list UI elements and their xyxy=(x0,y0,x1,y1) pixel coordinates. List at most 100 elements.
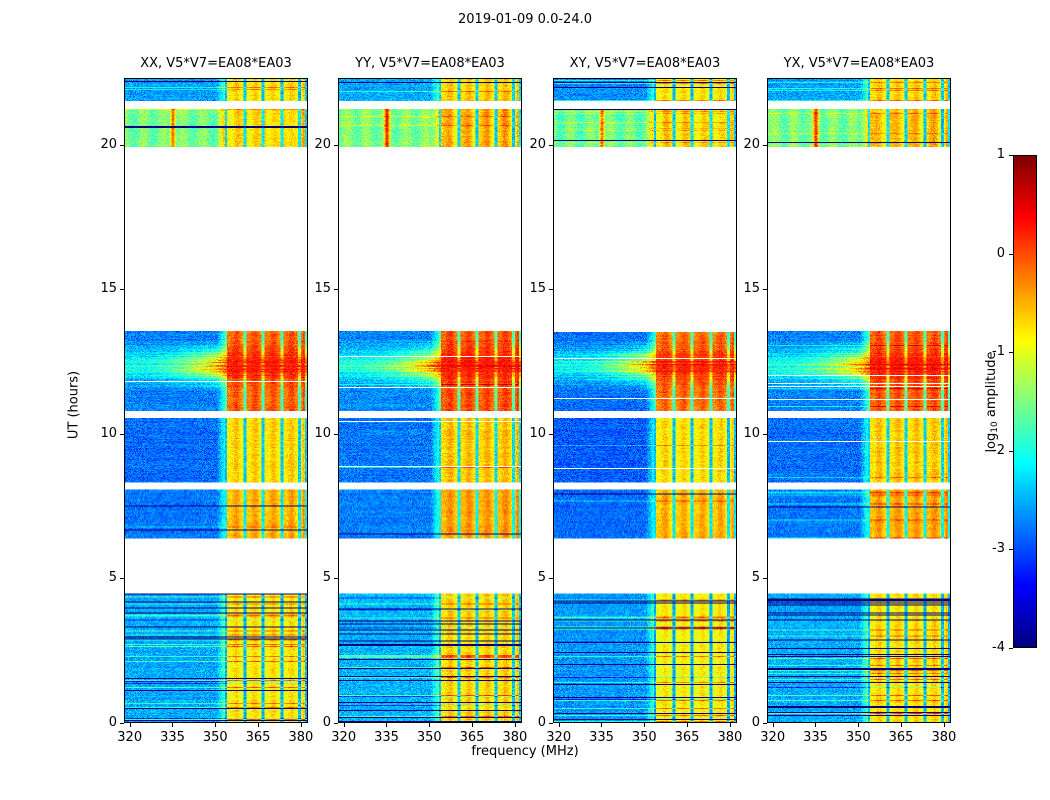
colorbar-label-prefix: log xyxy=(983,432,999,453)
y-tick-label: 0 xyxy=(108,715,117,730)
waterfall-panel-xy[interactable] xyxy=(553,78,737,723)
colorbar xyxy=(1013,155,1037,648)
colorbar-tick-label: -1 xyxy=(992,344,1005,360)
colorbar-tick-label: -3 xyxy=(992,541,1005,557)
colorbar-tickmark xyxy=(1009,549,1013,551)
x-tickmark xyxy=(172,723,174,727)
x-axis-label: frequency (MHz) xyxy=(471,744,579,759)
x-tick-label: 335 xyxy=(374,730,399,745)
x-tickmark xyxy=(772,723,774,727)
x-tick-label: 335 xyxy=(160,730,185,745)
x-tickmark xyxy=(429,723,431,727)
y-tick-label: 20 xyxy=(529,136,546,152)
y-tickmark xyxy=(120,289,124,291)
x-tick-label: 350 xyxy=(416,730,442,745)
y-tick-label: 15 xyxy=(529,281,546,297)
x-tick-label: 365 xyxy=(245,730,271,745)
x-tick-label: 365 xyxy=(674,730,700,745)
x-tickmark xyxy=(343,723,345,727)
x-tickmark xyxy=(386,723,388,727)
colorbar-tick-label: -4 xyxy=(992,640,1005,655)
colorbar-gradient xyxy=(1014,156,1036,647)
panel-title-yy: YY, V5*V7=EA08*EA03 xyxy=(355,56,505,71)
y-tickmark xyxy=(549,144,553,146)
y-tick-label: 5 xyxy=(751,570,760,586)
y-tick-label: 20 xyxy=(314,136,331,152)
y-tickmark xyxy=(549,578,553,580)
x-tick-label: 320 xyxy=(760,730,786,745)
y-tickmark xyxy=(763,723,767,724)
x-tick-label: 335 xyxy=(803,730,828,745)
x-tick-label: 380 xyxy=(931,730,957,745)
x-tickmark xyxy=(858,723,860,727)
x-tickmark xyxy=(729,723,731,727)
figure-suptitle: 2019-01-09 0.0-24.0 xyxy=(458,12,592,27)
colorbar-label: log10 amplitude xyxy=(984,351,1000,452)
y-tick-label: 10 xyxy=(100,425,117,441)
colorbar-tick-label: 1 xyxy=(996,147,1005,162)
x-tickmark xyxy=(901,723,903,727)
waterfall-panel-yx[interactable] xyxy=(767,78,951,723)
y-tick-label: 5 xyxy=(322,570,331,586)
y-tickmark xyxy=(334,723,338,724)
x-tickmark xyxy=(558,723,560,727)
x-tick-label: 365 xyxy=(459,730,485,745)
colorbar-label-sub: 10 xyxy=(990,421,1001,433)
panel-title-xx: XX, V5*V7=EA08*EA03 xyxy=(140,56,292,71)
y-tickmark xyxy=(763,578,767,580)
x-tickmark xyxy=(472,723,474,727)
y-tickmark xyxy=(549,433,553,435)
y-tick-label: 15 xyxy=(100,281,117,297)
x-tick-label: 335 xyxy=(589,730,614,745)
x-tickmark xyxy=(129,723,131,727)
y-tickmark xyxy=(120,723,124,724)
y-tick-label: 15 xyxy=(743,281,760,297)
x-tick-label: 365 xyxy=(888,730,914,745)
y-tickmark xyxy=(763,289,767,291)
x-tickmark xyxy=(815,723,817,727)
colorbar-label-suffix: amplitude xyxy=(983,351,999,422)
y-tickmark xyxy=(334,289,338,291)
x-tickmark xyxy=(300,723,302,727)
y-tick-label: 0 xyxy=(751,715,760,730)
y-axis-label: UT (hours) xyxy=(66,370,82,440)
y-tick-label: 20 xyxy=(743,136,760,152)
waterfall-panel-yy[interactable] xyxy=(338,78,522,723)
y-tick-label: 5 xyxy=(537,570,546,586)
y-tickmark xyxy=(549,289,553,291)
y-tick-label: 5 xyxy=(108,570,117,586)
x-tick-label: 380 xyxy=(502,730,528,745)
y-tick-label: 20 xyxy=(100,136,117,152)
colorbar-tickmark xyxy=(1009,450,1013,452)
x-tickmark xyxy=(687,723,689,727)
x-tick-label: 380 xyxy=(288,730,314,745)
x-tick-label: 320 xyxy=(117,730,143,745)
x-tick-label: 320 xyxy=(546,730,572,745)
x-tickmark xyxy=(943,723,945,727)
x-tickmark xyxy=(601,723,603,727)
y-tickmark xyxy=(549,723,553,724)
x-tickmark xyxy=(258,723,260,727)
y-tickmark xyxy=(334,433,338,435)
y-tick-label: 10 xyxy=(314,425,331,441)
x-tickmark xyxy=(215,723,217,727)
y-tick-label: 10 xyxy=(743,425,760,441)
x-tickmark xyxy=(514,723,516,727)
colorbar-tickmark xyxy=(1009,155,1013,156)
y-tickmark xyxy=(763,433,767,435)
y-tick-label: 0 xyxy=(322,715,331,730)
colorbar-tick-label: 0 xyxy=(996,245,1005,261)
y-tickmark xyxy=(763,144,767,146)
waterfall-panel-xx[interactable] xyxy=(124,78,308,723)
panel-title-xy: XY, V5*V7=EA08*EA03 xyxy=(569,56,721,71)
x-tickmark xyxy=(644,723,646,727)
y-tickmark xyxy=(120,144,124,146)
y-tick-label: 0 xyxy=(537,715,546,730)
y-tick-label: 15 xyxy=(314,281,331,297)
y-tickmark xyxy=(334,144,338,146)
colorbar-tickmark xyxy=(1009,253,1013,255)
x-tick-label: 350 xyxy=(845,730,871,745)
y-tickmark xyxy=(120,578,124,580)
colorbar-tick-label: -2 xyxy=(992,442,1005,458)
